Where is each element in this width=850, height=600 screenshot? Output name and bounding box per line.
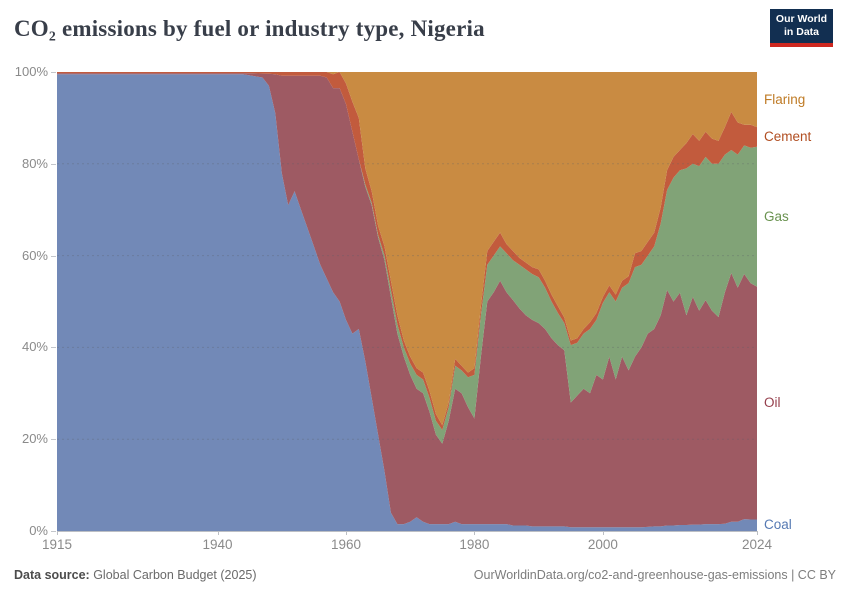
- x-tick-mark: [602, 531, 604, 535]
- y-tick-mark: [51, 347, 56, 349]
- data-source-value: Global Carbon Budget (2025): [89, 568, 257, 582]
- area-coal[interactable]: [57, 74, 757, 531]
- area-flaring[interactable]: [57, 72, 757, 426]
- y-tick-label: 40%: [21, 339, 48, 355]
- y-tick-mark: [51, 439, 56, 441]
- y-tick-label: 80%: [21, 155, 48, 171]
- area-oil[interactable]: [57, 73, 757, 528]
- x-tick-label: 1915: [41, 537, 73, 552]
- data-source-note: Data source: Global Carbon Budget (2025): [14, 568, 257, 582]
- legend-label-gas[interactable]: Gas: [764, 208, 789, 224]
- owid-logo[interactable]: Our World in Data: [770, 9, 833, 47]
- logo-line2: in Data: [783, 26, 819, 38]
- y-tick-mark: [51, 531, 56, 532]
- x-tick-label: 1940: [202, 537, 233, 552]
- x-tick-mark: [757, 531, 758, 535]
- y-tick-mark: [51, 255, 56, 257]
- y-tick-mark: [51, 72, 56, 73]
- page-title: CO₂ emissions by fuel or industry type, …: [14, 16, 485, 41]
- attribution-link[interactable]: OurWorldinData.org/co2-and-greenhouse-ga…: [473, 568, 836, 582]
- logo-line1: Our World: [775, 13, 828, 26]
- legend-label-oil[interactable]: Oil: [764, 395, 781, 411]
- footer: Data source: Global Carbon Budget (2025)…: [14, 568, 836, 582]
- y-tick-mark: [51, 163, 56, 165]
- x-axis-line: [57, 531, 757, 532]
- legend-label-cement[interactable]: Cement: [764, 128, 812, 144]
- area-gas[interactable]: [57, 73, 757, 444]
- x-tick-label: 2000: [587, 537, 618, 552]
- x-tick-label: 1960: [330, 537, 361, 552]
- x-tick-mark: [57, 531, 58, 535]
- stacked-area-plot[interactable]: [57, 72, 757, 531]
- x-tick-label: 2024: [741, 537, 773, 552]
- y-tick-label: 100%: [14, 64, 48, 79]
- y-tick-label: 20%: [21, 431, 48, 447]
- x-tick-mark: [474, 531, 476, 535]
- x-tick-mark: [217, 531, 219, 535]
- data-source-label: Data source:: [14, 568, 90, 582]
- x-tick-mark: [345, 531, 347, 535]
- legend-label-flaring[interactable]: Flaring: [764, 91, 806, 107]
- y-tick-label: 60%: [21, 247, 48, 263]
- chart-canvas: 0% 20% 40% 60% 80% 100% 1915 1940 1960 1980 2000 2…: [14, 64, 812, 553]
- x-tick-label: 1980: [459, 537, 490, 552]
- y-tick-label: 0%: [29, 523, 48, 538]
- legend-label-coal[interactable]: Coal: [764, 517, 792, 533]
